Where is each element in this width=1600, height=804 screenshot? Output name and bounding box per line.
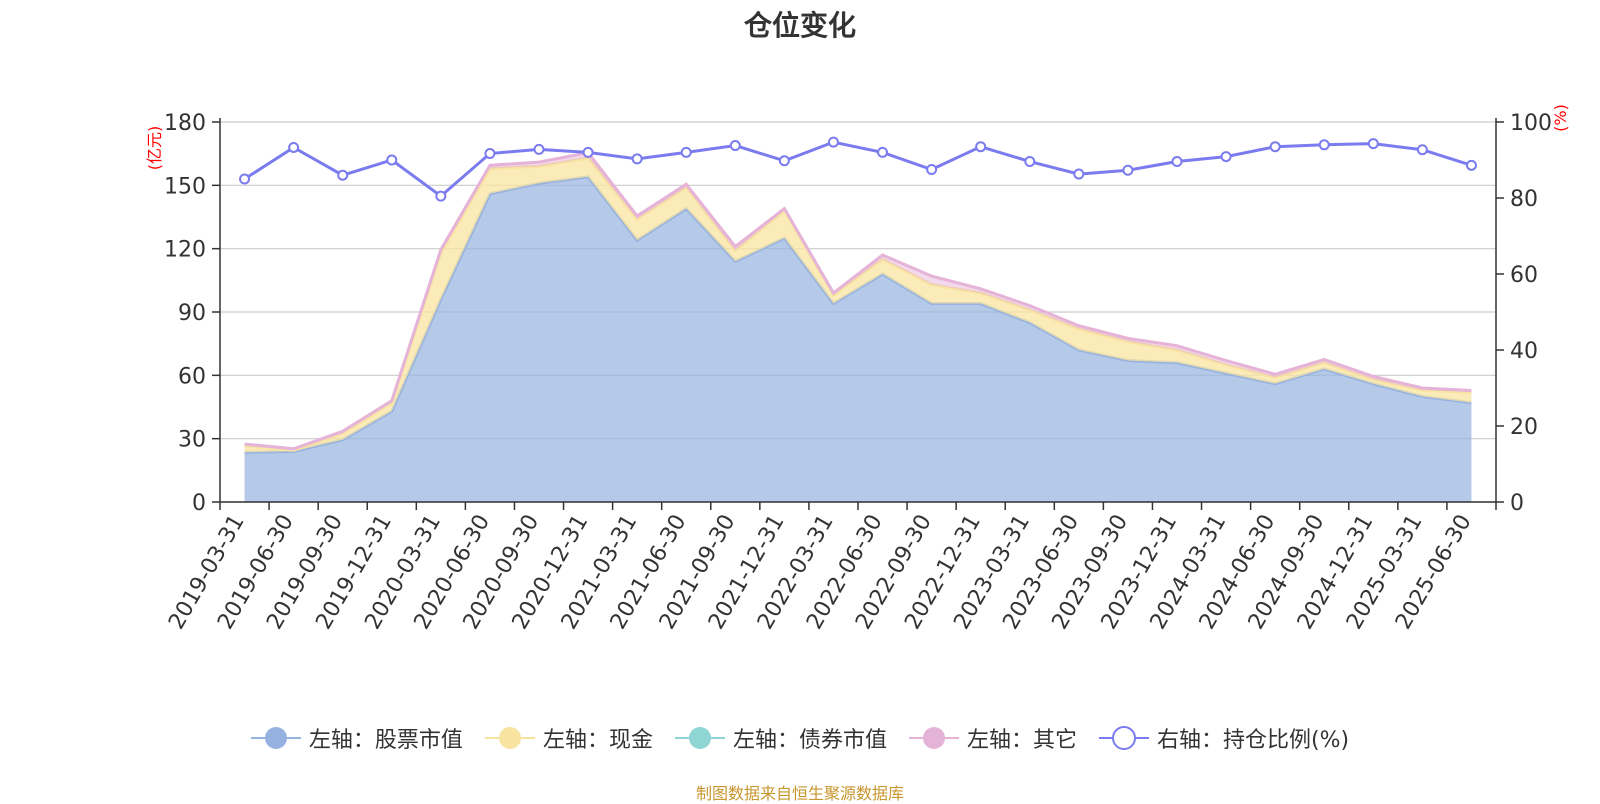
ratio-point bbox=[975, 141, 987, 153]
legend-item[interactable]: 右轴：持仓比例(%) bbox=[1098, 722, 1350, 754]
ratio-point bbox=[533, 143, 545, 155]
ratio-point bbox=[926, 164, 938, 175]
ratio-point bbox=[288, 141, 300, 153]
right-axis-tick-label: 80 bbox=[1510, 187, 1538, 212]
area-chart: 03060901201501800204060801002019-03-3120… bbox=[145, 104, 1570, 634]
source-note: 制图数据来自恒生聚源数据库 bbox=[695, 784, 904, 803]
area-line-3 bbox=[244, 150, 1472, 451]
legend-label: 左轴：债券市值 bbox=[732, 728, 887, 753]
legend-label: 左轴：股票市值 bbox=[308, 728, 463, 753]
legend-swatch bbox=[1098, 726, 1149, 750]
ratio-point bbox=[1367, 138, 1379, 150]
ratio-point bbox=[778, 155, 790, 167]
left-axis-tick-label: 120 bbox=[164, 238, 206, 263]
area-series-1 bbox=[244, 157, 1472, 453]
legend-item[interactable]: 左轴：股票市值 bbox=[250, 722, 463, 754]
legend-swatch bbox=[250, 727, 301, 749]
right-axis-unit: (%) bbox=[1551, 104, 1570, 132]
ratio-point bbox=[680, 146, 692, 158]
ratio-point bbox=[484, 148, 496, 160]
legend-label: 左轴：其它 bbox=[966, 728, 1077, 753]
ratio-point bbox=[1220, 151, 1232, 163]
left-axis-tick-label: 30 bbox=[178, 428, 206, 453]
ratio-point bbox=[877, 146, 889, 158]
left-axis-tick-label: 60 bbox=[178, 364, 206, 389]
ratio-point bbox=[1318, 139, 1330, 151]
right-axis-tick-label: 20 bbox=[1510, 415, 1538, 440]
ratio-point bbox=[1269, 141, 1281, 153]
legend-label: 右轴：持仓比例(%) bbox=[1156, 728, 1350, 753]
ratio-point bbox=[386, 154, 398, 166]
ratio-point bbox=[435, 190, 447, 202]
left-axis-tick-label: 150 bbox=[164, 174, 206, 199]
ratio-point bbox=[1465, 159, 1477, 171]
legend-label: 左轴：现金 bbox=[542, 728, 653, 753]
legend: 左轴：股票市值 左轴：现金 左轴：债券市值 左轴：其它 右轴：持仓比例(%) bbox=[0, 722, 1600, 754]
ratio-point bbox=[631, 153, 643, 165]
ratio-point bbox=[1171, 156, 1183, 168]
ratio-point bbox=[1024, 156, 1036, 168]
legend-item[interactable]: 左轴：现金 bbox=[484, 722, 653, 754]
ratio-point bbox=[827, 136, 839, 148]
left-axis-tick-label: 90 bbox=[178, 301, 206, 326]
right-axis-tick-label: 60 bbox=[1510, 263, 1538, 288]
ratio-point bbox=[1416, 144, 1428, 156]
right-axis-tick-label: 0 bbox=[1510, 491, 1524, 516]
legend-swatch bbox=[908, 727, 959, 749]
area-series-0 bbox=[244, 176, 1472, 502]
ratio-point bbox=[1122, 164, 1134, 176]
ratio-line bbox=[243, 140, 1472, 199]
left-axis-unit: (亿元) bbox=[145, 126, 164, 171]
left-axis-tick-label: 0 bbox=[192, 491, 206, 516]
legend-item[interactable]: 左轴：债券市值 bbox=[674, 722, 887, 754]
ratio-point bbox=[1073, 168, 1085, 180]
ratio-point bbox=[582, 146, 594, 158]
left-axis-tick-label: 180 bbox=[164, 111, 206, 136]
ratio-point bbox=[337, 169, 349, 181]
ratio-point bbox=[729, 140, 741, 152]
chart-title: 仓位变化 bbox=[743, 9, 856, 42]
ratio-point bbox=[239, 173, 251, 185]
legend-swatch bbox=[674, 727, 725, 749]
right-axis-tick-label: 40 bbox=[1510, 339, 1538, 364]
legend-item[interactable]: 左轴：其它 bbox=[908, 722, 1077, 754]
right-axis-tick-label: 100 bbox=[1510, 111, 1552, 136]
legend-swatch bbox=[484, 727, 535, 749]
